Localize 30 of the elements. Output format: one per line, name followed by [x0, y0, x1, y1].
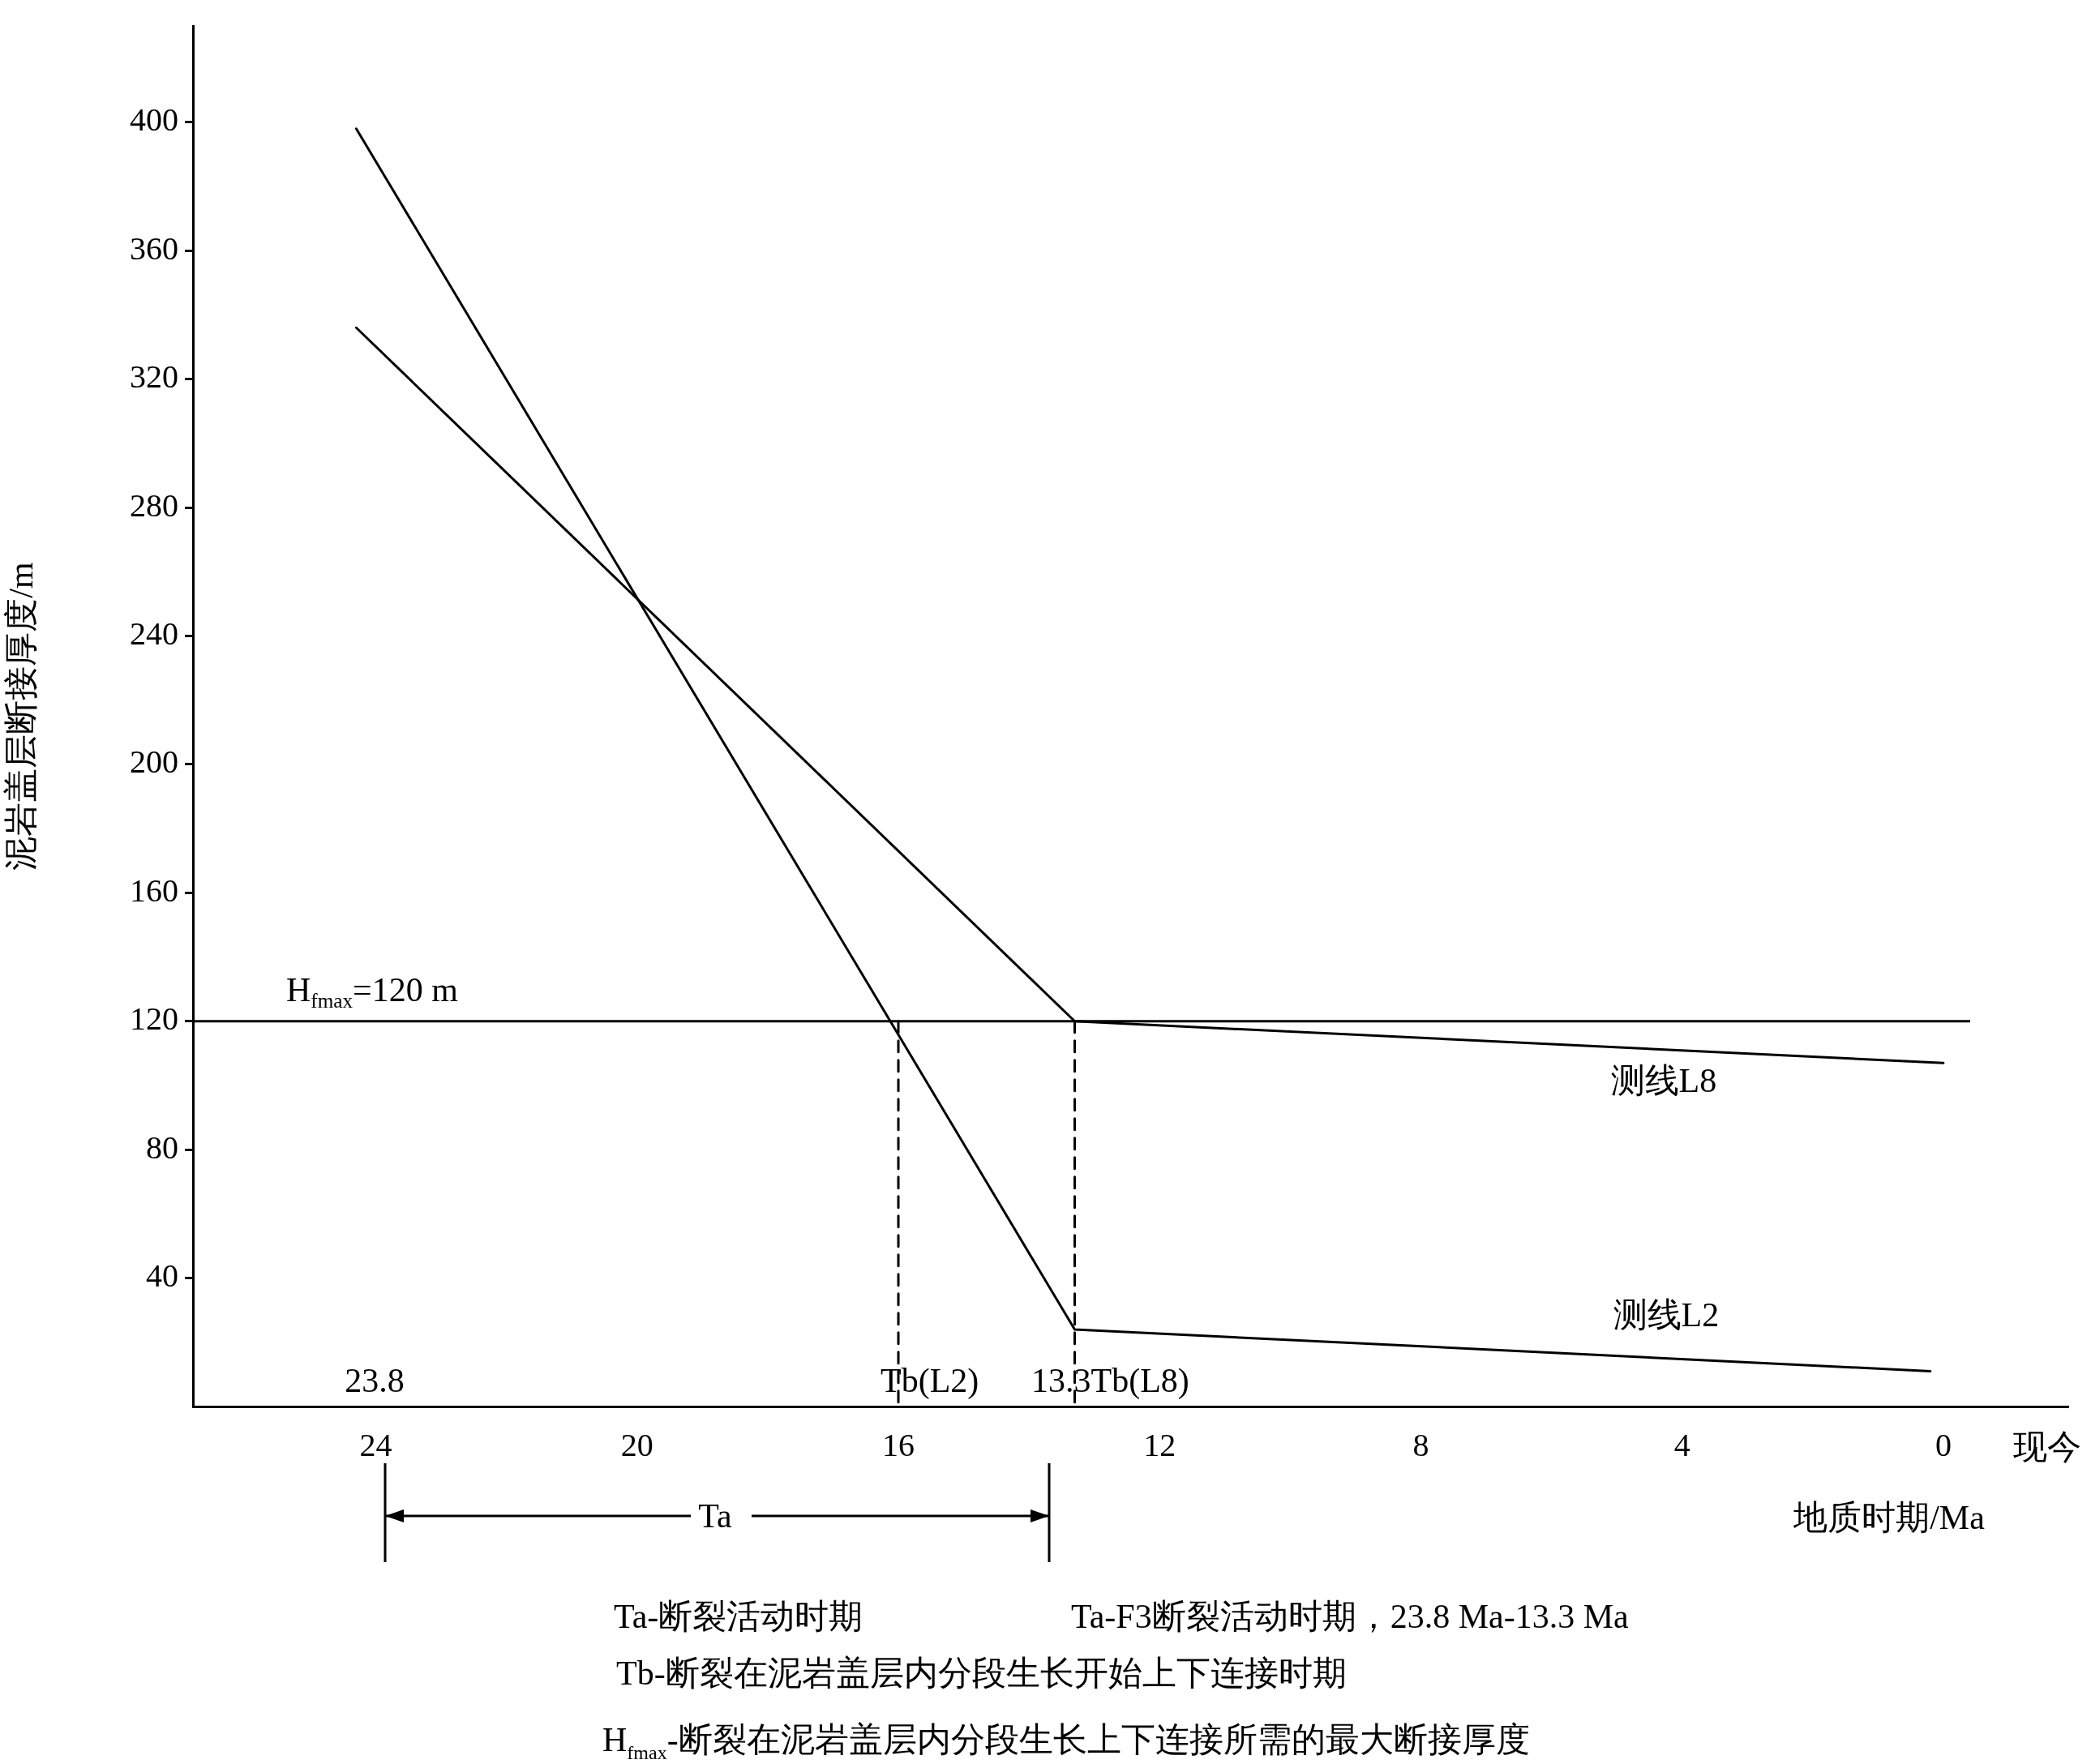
x-tick-label: 20 [620, 1426, 653, 1463]
series-label: 测线L8 [1610, 1062, 1717, 1100]
y-tick-label: 40 [146, 1257, 178, 1295]
y-tick-label: 200 [130, 743, 178, 781]
annotation: 13.3Tb(L8) [1031, 1361, 1189, 1400]
x-tick-label: 12 [1143, 1426, 1176, 1463]
series-label: 测线L2 [1613, 1296, 1720, 1334]
text: 现今 [2013, 1428, 2081, 1467]
annotation: 23.8 [345, 1361, 405, 1400]
text: Ta-F3断裂活动时期，23.8 Ma-13.3 Ma [1071, 1597, 1629, 1637]
y-tick-label: 120 [130, 1000, 178, 1038]
text: Ta-断裂活动时期 [614, 1597, 863, 1637]
y-tick-label: 280 [130, 486, 178, 524]
y-tick-label: 400 [130, 101, 178, 139]
x-tick-label: 16 [882, 1426, 915, 1463]
x-tick-label: 24 [359, 1426, 392, 1463]
x-tick-label: 0 [1935, 1426, 1952, 1463]
y-tick-label: 240 [130, 614, 178, 652]
annotation: Tb(L2) [881, 1361, 979, 1400]
y-tick-label: 160 [130, 871, 178, 909]
text: Ta [698, 1496, 732, 1535]
text: H$_{fmax}$-断裂在泥岩盖层内分段生长上下连接所需的最大断接厚度 [602, 1720, 1530, 1764]
y-tick-label: 320 [130, 358, 178, 396]
x-tick-label: 4 [1673, 1426, 1690, 1463]
text: Tb-断裂在泥岩盖层内分段生长开始上下连接时期 [616, 1654, 1347, 1693]
x-axis-title: 地质时期/Ma [1793, 1499, 1986, 1537]
x-tick-label: 8 [1412, 1426, 1429, 1463]
y-axis-title: 泥岩盖层断接厚度/m [2, 562, 41, 871]
y-tick-label: 80 [146, 1128, 178, 1166]
y-tick-label: 360 [130, 229, 178, 267]
